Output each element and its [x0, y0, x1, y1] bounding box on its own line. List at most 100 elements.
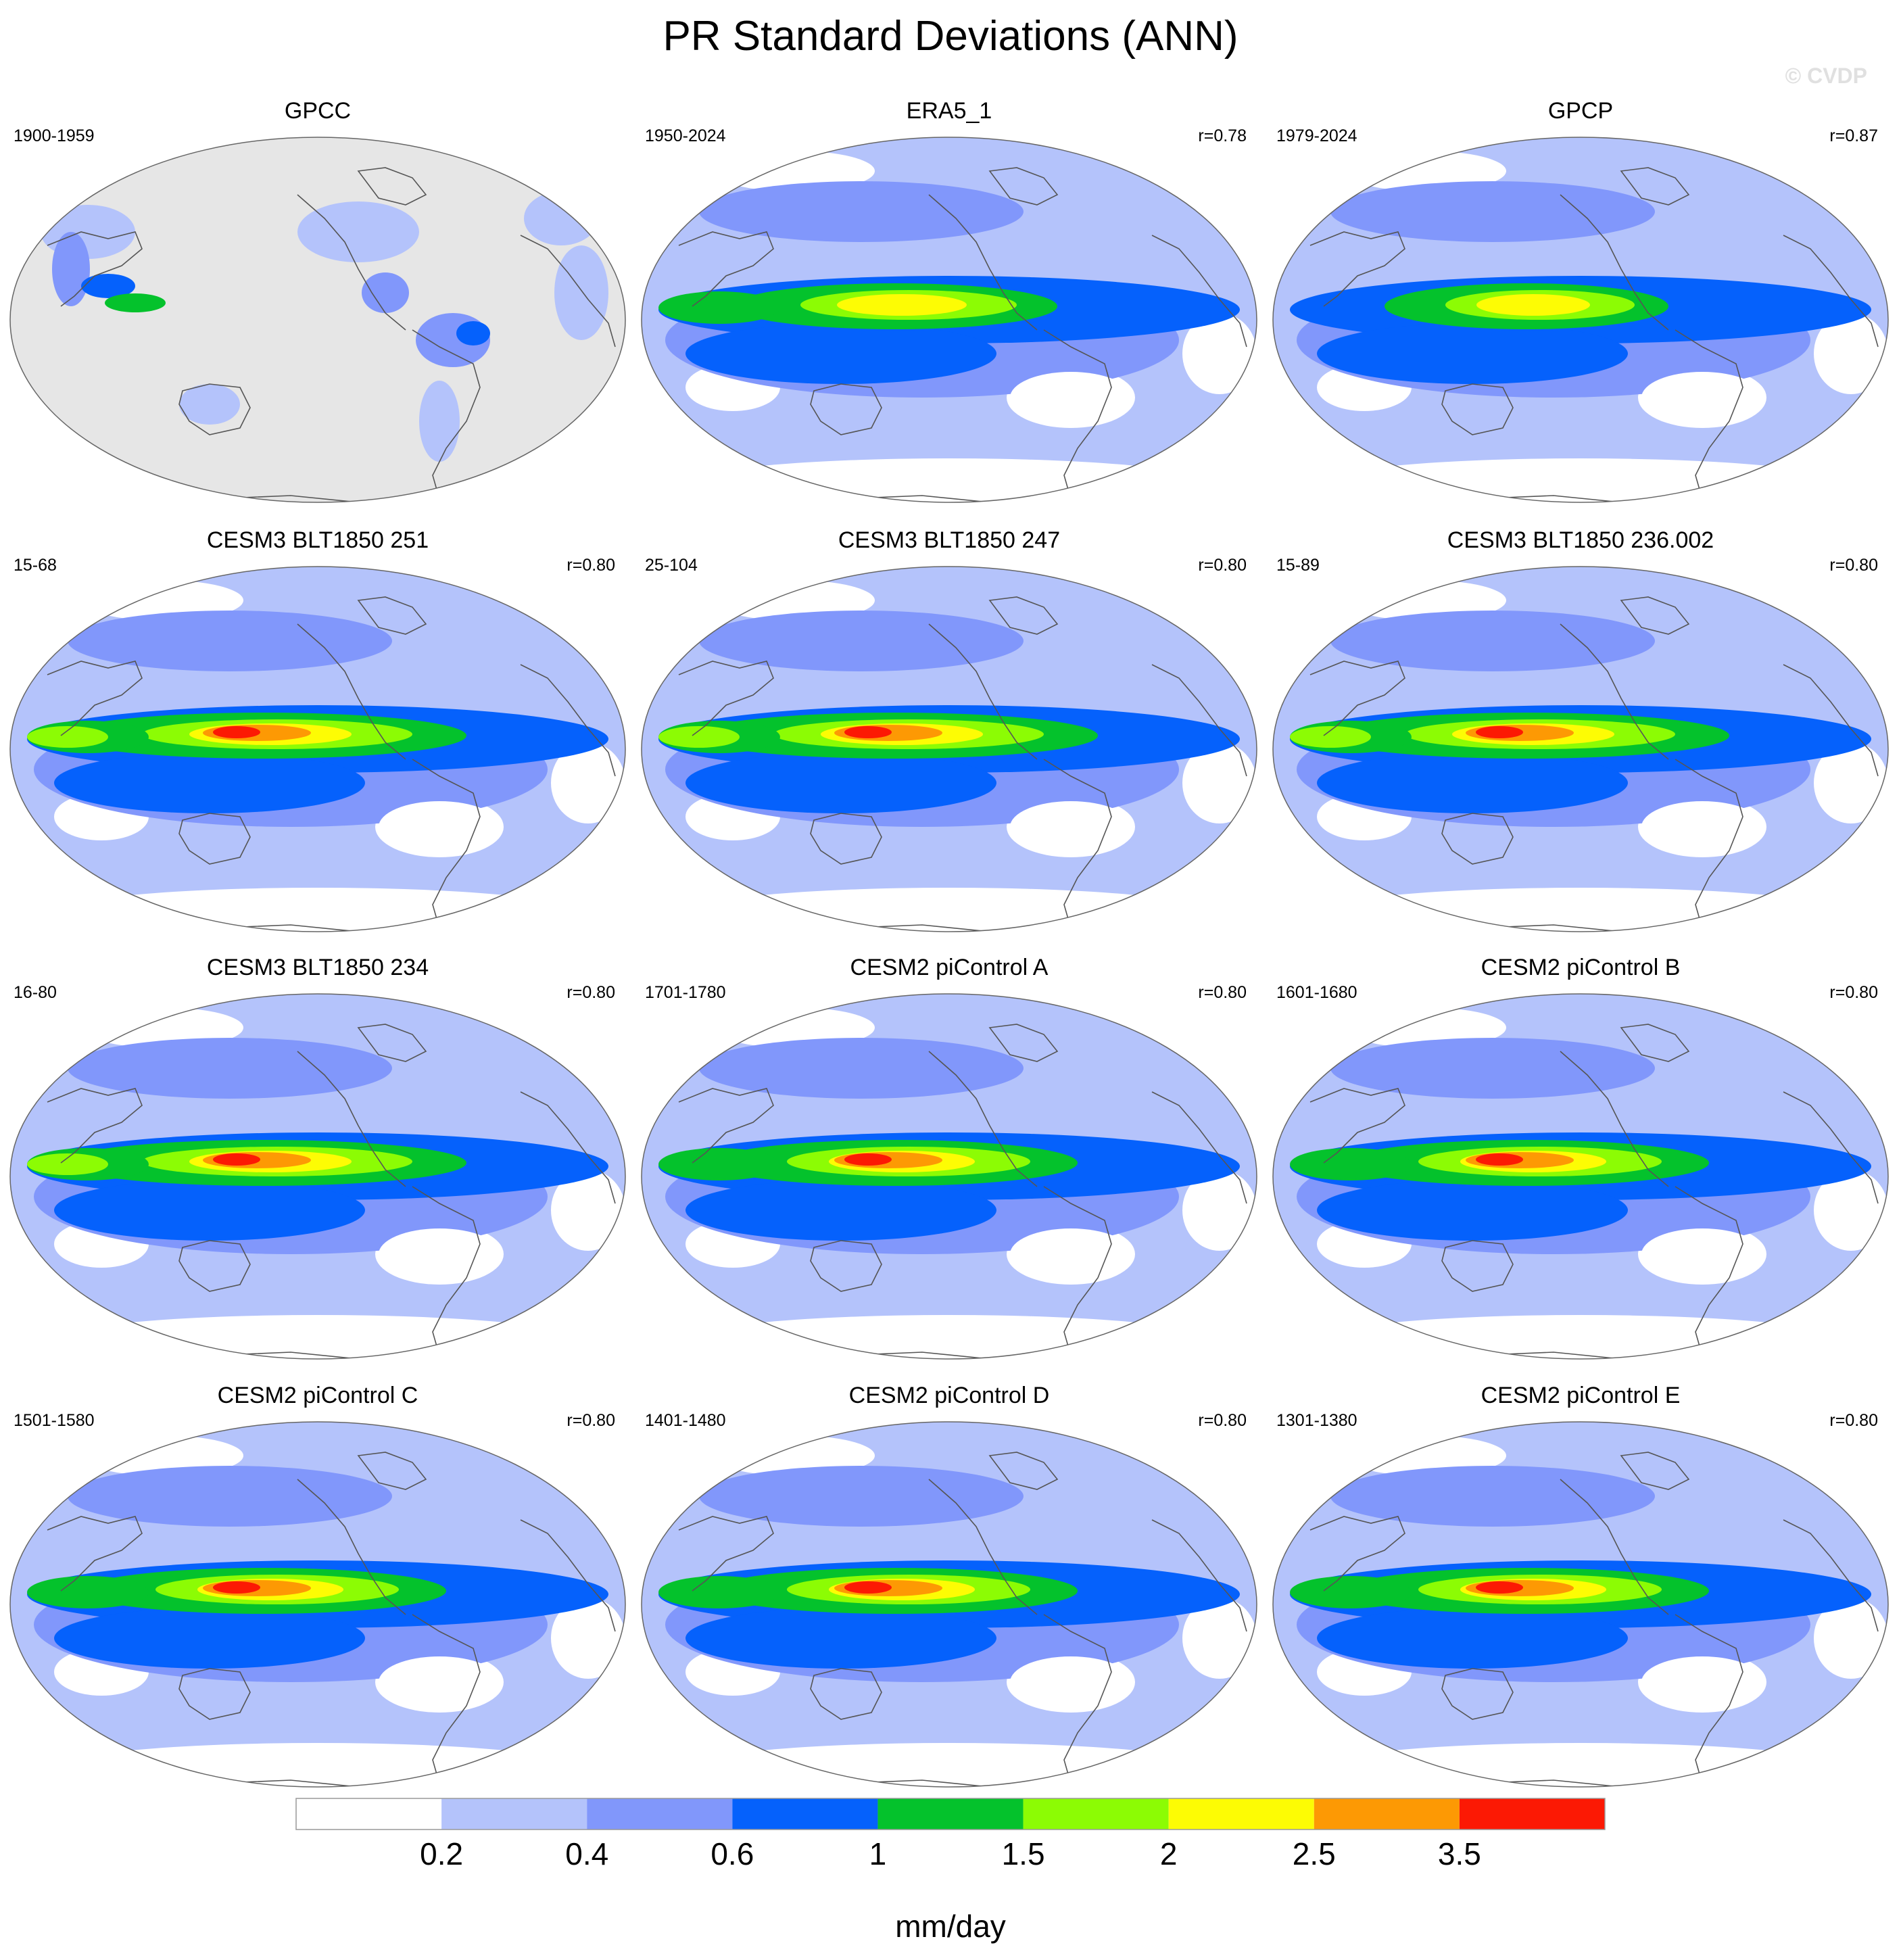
precip-region	[1330, 1038, 1655, 1099]
panel-title: CESM3 BLT1850 236.002	[1447, 527, 1714, 553]
precip-map	[641, 137, 1257, 503]
precip-region	[179, 384, 240, 425]
precip-region	[1641, 1228, 1763, 1280]
coastline	[988, 1024, 1059, 1062]
coastline	[47, 1088, 143, 1164]
colorbar-swatch	[1168, 1798, 1314, 1830]
map-boundary	[9, 566, 626, 932]
precip-region	[844, 1153, 892, 1166]
coastline	[988, 596, 1059, 635]
precip-region	[297, 201, 419, 262]
precip-region	[1290, 1576, 1412, 1608]
coastline	[928, 194, 1038, 331]
precip-map	[9, 137, 626, 503]
coastline	[1560, 194, 1669, 331]
panel-title: CESM2 piControl A	[850, 955, 1049, 980]
coastline	[1783, 1519, 1879, 1632]
panel-pattern-correlation: r=0.78	[1198, 126, 1247, 145]
precip-region	[81, 274, 135, 298]
map-boundary	[1272, 993, 1889, 1360]
coastline	[47, 661, 143, 736]
coastline	[178, 383, 251, 435]
panel-period: 1950-2024	[645, 126, 726, 145]
coastline	[1783, 664, 1879, 777]
colorbar: 0.2 0.4 0.6 1 1.5 2 2.5 3.5	[295, 1798, 1606, 1871]
map-boundary	[641, 137, 1257, 503]
coastline	[1620, 167, 1690, 206]
precip-region	[1641, 801, 1763, 853]
precip-region	[1641, 1656, 1763, 1708]
colorbar-swatch	[1459, 1798, 1605, 1830]
coastline	[297, 194, 406, 331]
precip-region	[699, 1038, 1024, 1099]
map-boundary	[1272, 1421, 1889, 1788]
precip-region	[1182, 1170, 1257, 1251]
panel-period: 1501-1580	[14, 1411, 95, 1430]
precip-region	[68, 1466, 392, 1527]
coastline	[928, 623, 1038, 760]
panel-period: 1401-1480	[645, 1411, 726, 1430]
map-boundary	[9, 993, 626, 1360]
coastline	[178, 1668, 251, 1720]
colorbar-swatch	[441, 1798, 587, 1830]
precip-region	[1814, 742, 1888, 823]
precip-region	[685, 1608, 996, 1669]
precip-region	[1330, 181, 1655, 242]
precip-region	[1010, 1228, 1132, 1280]
precip-region	[658, 726, 740, 748]
colorbar-swatch	[1023, 1798, 1169, 1830]
coastline	[520, 1091, 616, 1204]
colorbar-frame	[295, 1798, 1606, 1830]
coastline	[1620, 1024, 1690, 1062]
coastline	[1560, 1051, 1669, 1187]
coastline	[1620, 1452, 1690, 1490]
coastline	[1151, 1091, 1247, 1204]
colorbar-swatch	[877, 1798, 1024, 1830]
coastline	[178, 813, 251, 865]
precip-region	[68, 1038, 392, 1099]
precip-region	[362, 272, 409, 313]
coastline	[178, 1240, 251, 1292]
precip-region	[1476, 1581, 1523, 1594]
map-panel: CESM3 BLT1850 247 25-104 r=0.80	[638, 527, 1260, 947]
map-panel: GPCP 1979-2024 r=0.87	[1270, 98, 1892, 517]
precip-region	[1317, 1180, 1628, 1241]
precip-region	[1290, 726, 1371, 748]
precip-region	[27, 1153, 108, 1175]
coastline	[1675, 329, 1743, 500]
precip-region	[1010, 801, 1132, 853]
map-boundary	[1272, 137, 1889, 503]
map-panel: CESM3 BLT1850 234 16-80 r=0.80	[7, 955, 629, 1374]
coastline	[1043, 1186, 1112, 1356]
panel-title: GPCC	[284, 98, 352, 124]
panel-pattern-correlation: r=0.80	[1198, 1411, 1247, 1430]
colorbar-tick-label: 2	[1160, 1836, 1178, 1871]
map-boundary	[9, 1421, 626, 1788]
coastline	[1043, 759, 1112, 929]
precip-region	[379, 801, 500, 853]
coastline	[1675, 1614, 1743, 1784]
panel-period: 1301-1380	[1276, 1411, 1357, 1430]
precip-region	[551, 742, 625, 823]
coastline	[297, 623, 406, 760]
colorbar-unit: mm/day	[895, 1909, 1006, 1944]
figure-title: PR Standard Deviations (ANN)	[663, 13, 1238, 59]
precip-map	[9, 1421, 626, 1788]
map-boundary	[641, 566, 1257, 932]
map-panel: CESM2 piControl E 1301-1380 r=0.80	[1270, 1383, 1892, 1802]
coastline	[520, 664, 616, 777]
precip-region	[54, 752, 365, 813]
panel-pattern-correlation: r=0.80	[567, 1411, 615, 1430]
precip-region	[1814, 1170, 1888, 1251]
precip-map	[641, 566, 1257, 932]
precip-region	[419, 381, 460, 462]
precip-region	[685, 752, 996, 813]
coastline	[678, 231, 774, 307]
panel-period: 1900-1959	[14, 126, 95, 145]
precip-region	[658, 1576, 780, 1608]
coastline	[1560, 623, 1669, 760]
precip-region	[1330, 1466, 1655, 1527]
colorbar-tick-label: 1.5	[1002, 1836, 1045, 1871]
precip-region	[213, 1153, 260, 1166]
coastline	[47, 1516, 143, 1592]
